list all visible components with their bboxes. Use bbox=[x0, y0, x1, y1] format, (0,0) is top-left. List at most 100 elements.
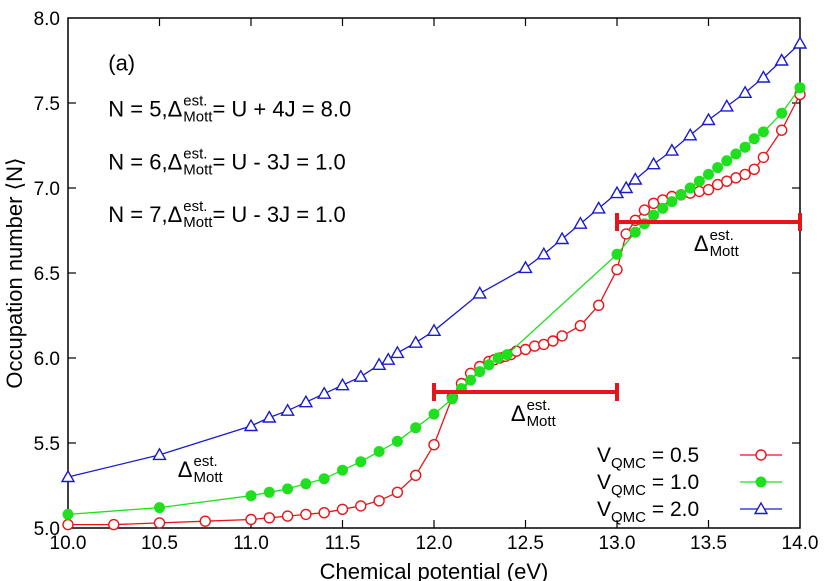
data-point bbox=[730, 148, 742, 160]
data-point bbox=[337, 464, 348, 476]
data-point bbox=[774, 53, 789, 66]
stray-mott-label-delta: Δ bbox=[178, 457, 193, 482]
x-tick-label: 11.0 bbox=[233, 533, 269, 554]
annotation-tail: = U + 4J = 8.0 bbox=[212, 97, 351, 122]
data-point bbox=[300, 508, 312, 521]
data-point bbox=[556, 330, 568, 342]
data-point bbox=[492, 352, 504, 364]
data-point bbox=[794, 82, 806, 94]
data-point bbox=[381, 352, 396, 365]
data-point bbox=[703, 168, 714, 180]
data-point bbox=[757, 126, 769, 138]
gap-bar-label-sup: est. bbox=[527, 397, 551, 414]
legend-marker bbox=[753, 501, 769, 515]
data-point bbox=[373, 446, 385, 457]
legend-label-value: = 2.0 bbox=[646, 498, 699, 521]
data-point bbox=[501, 349, 513, 361]
data-point bbox=[62, 518, 74, 531]
annotation-lead: N = 5, bbox=[108, 97, 167, 122]
annotation-sub: Mott bbox=[183, 214, 213, 231]
annotation-sub: Mott bbox=[183, 161, 213, 178]
gap-bar-label-sub: Mott bbox=[710, 243, 740, 260]
data-point bbox=[318, 507, 330, 519]
gap-bar-label-delta: Δ bbox=[694, 231, 709, 256]
data-point bbox=[60, 469, 76, 483]
gap-bar-2 bbox=[615, 213, 802, 231]
annotation-delta: Δ bbox=[168, 202, 183, 227]
data-point bbox=[693, 185, 706, 198]
legend-label: VQMC = 0.5 bbox=[597, 444, 699, 472]
data-point bbox=[410, 422, 422, 434]
annotation-tail: = U - 3J = 1.0 bbox=[212, 149, 345, 174]
data-point bbox=[748, 133, 760, 145]
gap-bar-label-delta: Δ bbox=[511, 401, 526, 426]
data-point bbox=[390, 345, 405, 359]
data-point bbox=[282, 483, 294, 495]
data-point bbox=[646, 156, 661, 170]
x-axis: 10.0 10.5 11.0 11.5 12.0 12.5 13.0 13.5 14.0 bbox=[50, 18, 819, 554]
x-tick-label: 14.0 bbox=[782, 533, 819, 554]
data-point bbox=[593, 299, 605, 311]
data-point bbox=[510, 345, 523, 357]
data-point bbox=[721, 155, 733, 167]
data-point bbox=[355, 456, 367, 468]
legend-label-sub: QMC bbox=[611, 509, 646, 526]
x-tick-label: 10.5 bbox=[141, 533, 178, 554]
data-point bbox=[620, 228, 632, 240]
x-tick-label: 13.0 bbox=[599, 533, 636, 554]
data-point bbox=[355, 500, 367, 512]
data-point bbox=[426, 323, 442, 336]
data-point bbox=[428, 439, 440, 451]
x-tick-label: 12.5 bbox=[507, 533, 544, 554]
data-point bbox=[408, 335, 423, 348]
data-point bbox=[199, 515, 211, 527]
data-point bbox=[300, 478, 312, 490]
data-point bbox=[657, 202, 669, 214]
legend-label-sub: QMC bbox=[611, 482, 646, 499]
annotation-sub: Mott bbox=[183, 109, 213, 126]
data-point bbox=[263, 486, 275, 498]
data-point bbox=[611, 248, 623, 260]
data-point bbox=[446, 393, 458, 405]
data-point bbox=[262, 410, 277, 423]
annotation-tail: = U - 3J = 1.0 bbox=[212, 202, 345, 227]
data-point bbox=[108, 518, 120, 531]
y-tick-label: 5.5 bbox=[34, 434, 60, 455]
data-point bbox=[792, 36, 808, 49]
data-point bbox=[757, 151, 770, 164]
x-axis-title: Chemical potential (eV) bbox=[320, 559, 549, 581]
x-tick-label: 11.5 bbox=[325, 533, 361, 554]
y-tick-label: 7.5 bbox=[34, 94, 60, 115]
y-tick-label: 8.0 bbox=[34, 9, 60, 30]
data-point bbox=[318, 473, 330, 485]
data-point bbox=[702, 183, 715, 196]
data-point bbox=[693, 175, 705, 187]
data-point bbox=[245, 490, 257, 502]
data-point bbox=[335, 377, 350, 391]
data-point bbox=[465, 374, 477, 386]
y-axis-title: Occupation number ⟨N⟩ bbox=[2, 157, 27, 388]
data-point bbox=[152, 447, 167, 461]
data-point bbox=[664, 143, 680, 156]
data-point bbox=[684, 182, 696, 194]
data-point bbox=[428, 408, 440, 420]
data-point bbox=[618, 180, 634, 194]
data-point bbox=[62, 508, 74, 520]
data-point bbox=[756, 70, 771, 83]
data-point bbox=[682, 127, 698, 141]
data-point bbox=[701, 112, 716, 126]
data-point bbox=[536, 246, 552, 260]
legend-label: VQMC = 2.0 bbox=[597, 498, 699, 526]
legend-label-main: V bbox=[597, 471, 611, 494]
data-point bbox=[648, 209, 660, 221]
annotation-sup: est. bbox=[183, 145, 207, 162]
data-point bbox=[410, 469, 422, 481]
data-point bbox=[628, 172, 643, 185]
annotation-delta: Δ bbox=[168, 97, 183, 122]
data-point bbox=[316, 386, 332, 399]
series-3 bbox=[60, 36, 808, 483]
